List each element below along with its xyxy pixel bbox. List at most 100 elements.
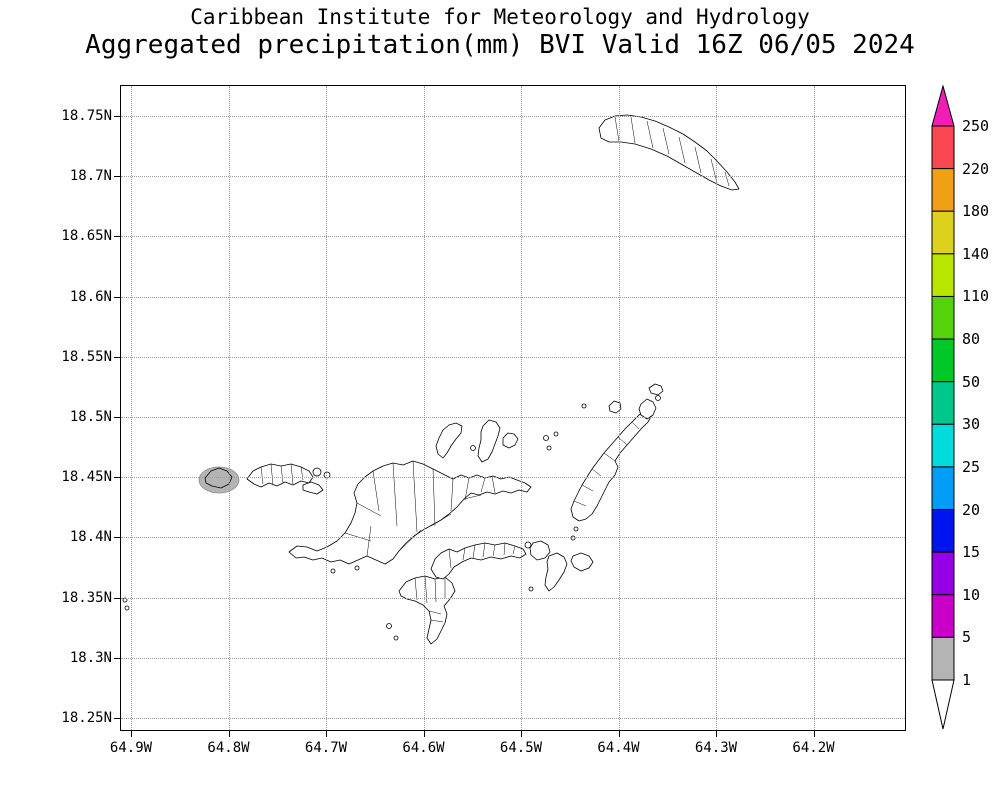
- lat-tick-label: 18.75N: [61, 108, 112, 124]
- colorbar-segment: [931, 338, 955, 383]
- island-norman: [386, 575, 456, 645]
- gridline-vertical: [716, 86, 717, 730]
- lat-tick-label: 18.6N: [69, 288, 112, 305]
- gridline-horizontal: [121, 597, 905, 599]
- gridline-vertical: [131, 86, 132, 730]
- lat-tick-label: 18.45N: [61, 469, 112, 486]
- lat-tick-label: 18.35N: [61, 589, 112, 606]
- y-tick-mark: [114, 597, 120, 599]
- gridline-horizontal: [121, 296, 905, 298]
- y-tick-mark: [114, 176, 120, 178]
- lon-tick-label: 64.9W: [109, 740, 153, 756]
- colorbar-segment: [931, 551, 955, 596]
- gridline-horizontal: [121, 477, 905, 479]
- colorbar-label: 110: [962, 287, 990, 306]
- y-tick-mark: [114, 356, 120, 358]
- colorbar-segment: [931, 381, 955, 425]
- island-great-tobago: [204, 467, 233, 489]
- lon-tick-label: 64.4W: [597, 740, 640, 756]
- colorbar: [931, 85, 955, 730]
- gridline-horizontal: [121, 236, 905, 238]
- colorbar-label: 30: [962, 415, 981, 434]
- colorbar-segment: [931, 295, 955, 340]
- lat-tick-label: 18.7N: [69, 168, 112, 185]
- island-necker: [648, 383, 664, 396]
- colorbar-segment: [931, 466, 955, 511]
- island-anegada: [598, 114, 740, 191]
- colorbar-label: 20: [962, 500, 981, 519]
- island-salt: [529, 540, 551, 561]
- islands-small-rocks: [122, 526, 579, 611]
- map-plot-area: [120, 85, 906, 731]
- colorbar-arrow-top: [931, 85, 955, 127]
- colorbar-label: 140: [962, 244, 990, 263]
- gridline-vertical: [813, 86, 815, 730]
- colorbar-arrow-bottom: [931, 679, 955, 730]
- colorbar-label: 5: [962, 628, 972, 647]
- island-prickly-pear: [638, 398, 657, 420]
- gridline-vertical: [326, 86, 327, 730]
- island-eustatia: [655, 395, 661, 401]
- lat-tick-label: 18.55N: [61, 348, 112, 365]
- colorbar-label: 25: [962, 457, 981, 476]
- colorbar-segment: [931, 168, 955, 212]
- gridline-horizontal: [121, 537, 905, 539]
- x-tick-mark: [131, 731, 132, 737]
- island-great-camanoe: [477, 419, 501, 463]
- island-dead-chest: [524, 541, 532, 549]
- coastline-layer: [122, 114, 740, 645]
- y-tick-mark: [114, 296, 120, 298]
- header: Caribbean Institute for Meteorology and …: [0, 4, 1000, 60]
- y-tick-mark: [114, 417, 120, 418]
- gridline-horizontal: [121, 718, 905, 719]
- island-peter: [430, 542, 527, 580]
- gridline-horizontal: [121, 417, 905, 418]
- colorbar-segment: [931, 509, 955, 553]
- y-tick-mark: [114, 477, 120, 479]
- y-tick-mark: [114, 657, 120, 659]
- island-jost-van-dyke: [246, 463, 331, 488]
- org-title: Caribbean Institute for Meteorology and …: [190, 5, 810, 29]
- island-cooper: [544, 552, 568, 592]
- x-tick-mark: [521, 731, 522, 737]
- gridline-vertical: [228, 86, 230, 730]
- lon-tick-label: 64.2W: [792, 740, 835, 756]
- colorbar-segment: [931, 423, 955, 468]
- x-tick-mark: [326, 731, 327, 737]
- lat-tick-label: 18.3N: [69, 649, 112, 666]
- lat-tick-label: 18.5N: [69, 409, 112, 425]
- colorbar-label: 1: [962, 671, 972, 689]
- colorbar-segment: [931, 636, 955, 681]
- gridline-horizontal: [121, 657, 905, 659]
- colorbar-label: 10: [962, 585, 981, 604]
- gridline-horizontal: [121, 356, 905, 358]
- y-tick-mark: [114, 537, 120, 539]
- colorbar-segment: [931, 210, 955, 255]
- lat-tick-label: 18.4N: [69, 529, 112, 546]
- x-tick-mark: [618, 731, 620, 737]
- island-mosquito: [608, 400, 622, 414]
- plot-title: Aggregated precipitation(mm) BVI Valid 1…: [85, 30, 915, 60]
- y-tick-mark: [114, 718, 120, 719]
- lat-tick-label: 18.65N: [61, 228, 112, 245]
- y-tick-mark: [114, 236, 120, 238]
- lon-tick-label: 64.3W: [694, 740, 738, 756]
- island-ginger: [570, 552, 594, 572]
- colorbar-segment: [931, 594, 955, 638]
- colorbar-label: 250: [962, 117, 990, 135]
- x-tick-mark: [423, 731, 425, 737]
- island-guana: [435, 422, 463, 459]
- islands-the-dogs: [543, 403, 587, 451]
- gridline-vertical: [521, 86, 522, 730]
- x-tick-mark: [813, 731, 815, 737]
- lon-tick-label: 64.6W: [402, 740, 445, 756]
- colorbar-label: 180: [962, 202, 990, 221]
- x-tick-mark: [716, 731, 717, 737]
- lon-tick-label: 64.7W: [304, 740, 348, 756]
- x-tick-mark: [228, 731, 230, 737]
- island-virgin-gorda: [570, 409, 653, 522]
- island-little-camanoe: [470, 445, 476, 451]
- colorbar-segment: [931, 125, 955, 170]
- island-great-thatch: [302, 481, 324, 495]
